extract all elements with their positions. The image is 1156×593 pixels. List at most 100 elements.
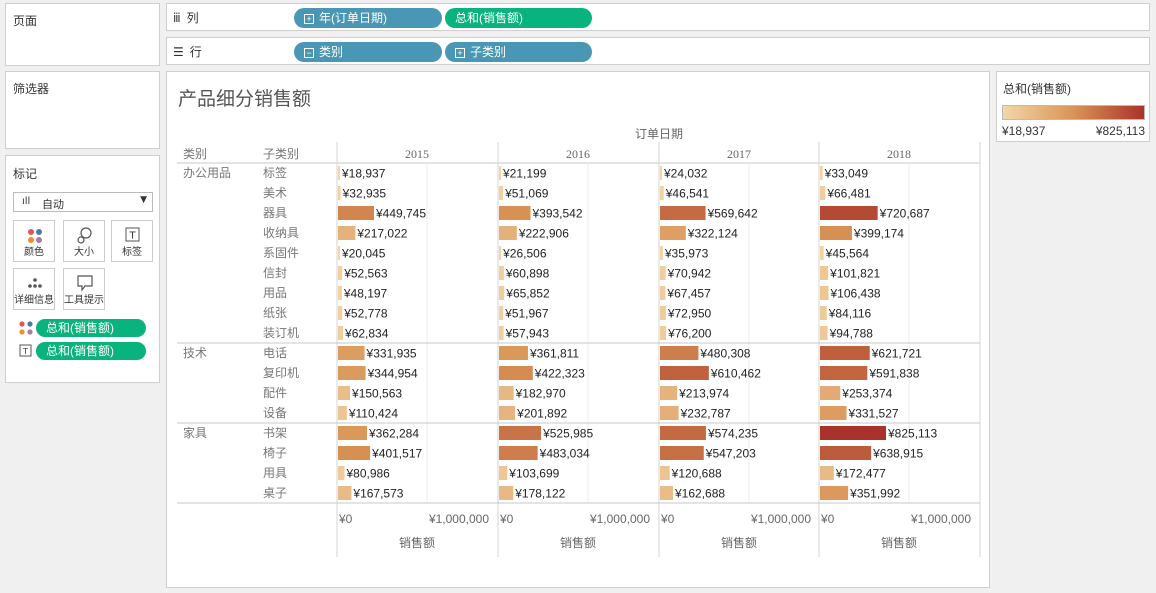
sales-bar: [660, 486, 674, 500]
size-button[interactable]: 大小: [63, 220, 105, 262]
subcategory-label: 器具: [263, 206, 287, 220]
sales-value-label: ¥222,906: [518, 227, 569, 241]
marks-panel-title: 标记: [13, 167, 38, 181]
sales-value-label: ¥167,573: [352, 487, 403, 501]
sales-chart: 产品细分销售额 订单日期 类别 子类别 2015 2016 2017 2018 办公用品…: [177, 88, 981, 557]
axis-tick-label: ¥0: [820, 512, 835, 526]
sales-bar: [338, 486, 352, 500]
sales-bar: [660, 406, 679, 420]
sales-value-label: ¥422,323: [534, 367, 585, 381]
tooltip-button[interactable]: 工具提示: [63, 268, 105, 310]
sales-bar: [338, 206, 374, 220]
filters-panel[interactable]: 筛选器: [5, 71, 160, 149]
pages-panel[interactable]: 页面: [5, 3, 160, 66]
sales-bar: [338, 406, 347, 420]
sales-bar: [338, 446, 371, 460]
axis-tick-label: ¥1,000,000: [589, 512, 650, 526]
sales-bar: [660, 446, 704, 460]
sales-bar: [820, 386, 841, 400]
sales-value-label: ¥57,943: [505, 327, 550, 341]
sales-bar: [820, 446, 872, 460]
marks-panel: 标记 ıll 自动 ▼ 颜色 大小 T 标签 详细信息: [5, 155, 160, 383]
sales-value-label: ¥32,935: [342, 187, 387, 201]
bar-chart-icon: ıll: [22, 196, 31, 207]
sales-value-label: ¥72,950: [667, 307, 712, 321]
sales-bar: [338, 326, 344, 340]
label-field-pill[interactable]: 总和(销售额): [36, 342, 146, 360]
color-legend[interactable]: 总和(销售额) ¥18,937 ¥825,113: [996, 71, 1150, 142]
sales-value-label: ¥106,438: [830, 287, 881, 301]
subcategory-label: 纸张: [263, 306, 287, 320]
sales-bar: [820, 346, 870, 360]
sales-bar: [338, 286, 342, 300]
mark-type-dropdown[interactable]: ıll 自动 ▼: [13, 192, 153, 212]
sales-bar: [660, 206, 706, 220]
sales-value-label: ¥24,032: [663, 167, 708, 181]
sales-bar: [820, 426, 887, 440]
filters-panel-title: 筛选器: [13, 82, 50, 96]
sales-value-label: ¥18,937: [341, 167, 386, 181]
year-header-2016: 2016: [566, 147, 590, 161]
sales-bar: [660, 346, 699, 360]
plus-icon: +: [455, 48, 465, 58]
sales-bar: [660, 286, 666, 300]
sales-bar: [499, 186, 504, 200]
sales-bar: [499, 426, 542, 440]
columns-shelf-label: 列: [186, 11, 199, 25]
sales-value-label: ¥70,942: [667, 267, 712, 281]
sales-value-label: ¥51,069: [504, 187, 549, 201]
subcategory-label: 用具: [263, 466, 287, 480]
category-pill-label: 类别: [319, 45, 344, 59]
sales-value-label: ¥52,778: [343, 307, 388, 321]
year-header-2015: 2015: [405, 147, 429, 161]
worksheet-view[interactable]: 产品细分销售额 订单日期 类别 子类别 2015 2016 2017 2018 办公用品…: [166, 71, 990, 588]
sales-value-label: ¥610,462: [710, 367, 761, 381]
sales-bar: [338, 166, 340, 180]
sales-bar: [660, 386, 678, 400]
sales-value-label: ¥591,838: [868, 367, 919, 381]
sales-bar: [499, 466, 508, 480]
category-pill[interactable]: − 类别: [294, 42, 442, 62]
detail-button[interactable]: 详细信息: [13, 268, 55, 310]
sales-bar: [820, 306, 827, 320]
sales-value-label: ¥62,834: [344, 327, 389, 341]
sales-bar: [660, 366, 709, 380]
sales-bar: [660, 326, 667, 340]
subcategory-pill[interactable]: + 子类别: [445, 42, 592, 62]
sales-value-label: ¥20,045: [341, 247, 386, 261]
sales-value-label: ¥399,174: [853, 227, 904, 241]
sales-bar: [338, 306, 343, 320]
pages-panel-title: 页面: [13, 14, 38, 28]
subcategory-label: 标签: [263, 165, 287, 180]
sales-bar: [660, 266, 666, 280]
x-axis-title: 销售额: [721, 535, 757, 550]
axis-tick-label: ¥0: [499, 512, 514, 526]
subcategory-pill-label: 子类别: [470, 45, 507, 59]
label-button[interactable]: T 标签: [111, 220, 153, 262]
year-header-2017: 2017: [727, 147, 751, 161]
sales-bar: [338, 186, 341, 200]
sales-value-label: ¥351,992: [849, 487, 900, 501]
mark-type-value: 自动: [42, 199, 64, 211]
detail-button-label: 详细信息: [14, 295, 54, 306]
color-button[interactable]: 颜色: [13, 220, 55, 262]
year-order-date-pill[interactable]: + 年(订单日期): [294, 8, 442, 28]
sales-value-label: ¥45,564: [825, 247, 870, 261]
subcategory-label: 配件: [263, 386, 287, 400]
sales-value-label: ¥621,721: [871, 347, 922, 361]
sales-bar: [499, 326, 504, 340]
sales-value-label: ¥825,113: [887, 427, 937, 441]
chevron-down-icon: ▼: [140, 195, 147, 205]
color-field-pill[interactable]: 总和(销售额): [36, 319, 146, 337]
sales-value-label: ¥331,935: [366, 347, 417, 361]
sales-value-label: ¥182,970: [515, 387, 566, 401]
sales-value-label: ¥638,915: [872, 447, 923, 461]
sales-value-label: ¥393,542: [531, 207, 582, 221]
chart-title: 产品细分销售额: [178, 88, 311, 110]
detail-dots-icon: [28, 278, 42, 288]
rows-shelf[interactable]: ☰ 行 − 类别 + 子类别: [166, 37, 1150, 65]
sales-bar: [660, 466, 670, 480]
sum-sales-pill[interactable]: 总和(销售额): [445, 8, 592, 28]
